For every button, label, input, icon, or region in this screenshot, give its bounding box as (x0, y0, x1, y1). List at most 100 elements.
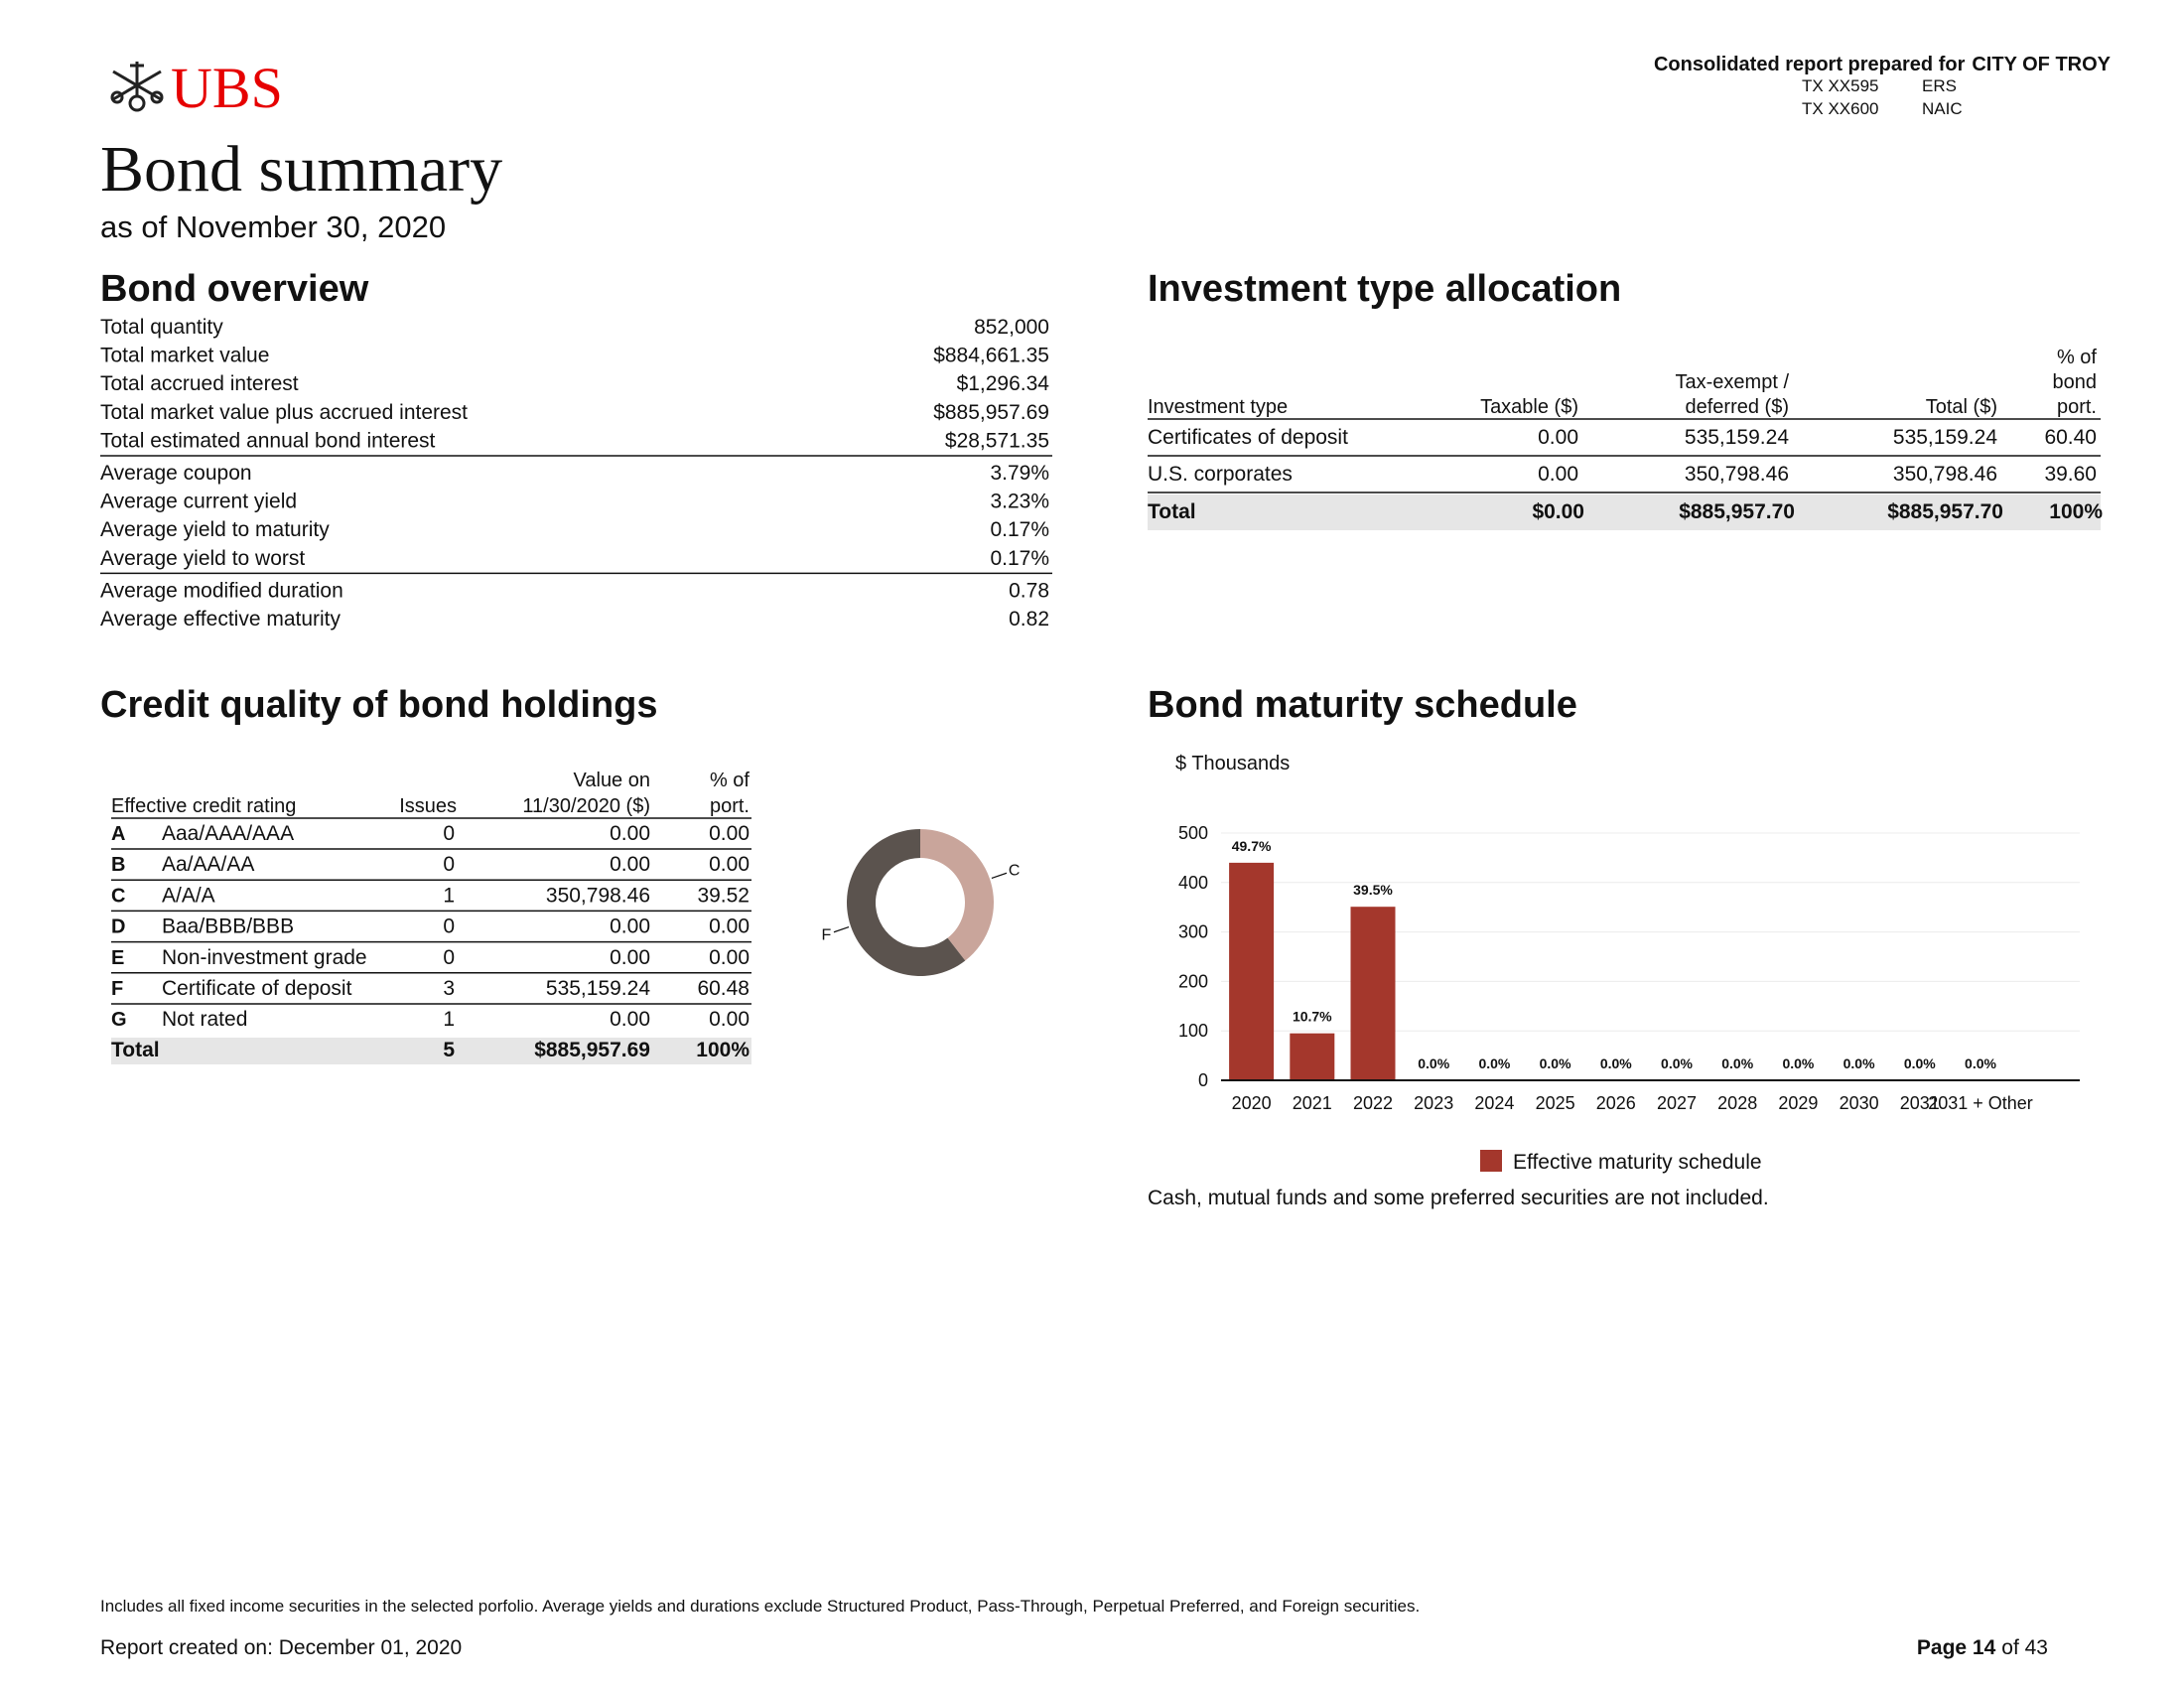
table-cell: 60.40 (2044, 426, 2097, 449)
bar (1350, 907, 1396, 1080)
bar-share-label: 0.0% (1782, 1055, 1814, 1071)
bar-share-label: 49.7% (1232, 838, 1272, 854)
column-header: % of (710, 770, 750, 791)
overview-value: 3.79% (990, 462, 1049, 485)
page-total: of 43 (2001, 1636, 2048, 1659)
total-cell: Total (111, 1039, 160, 1061)
column-header: Issues (399, 795, 457, 817)
total-cell: $0.00 (1532, 500, 1584, 523)
overview-value: $28,571.35 (945, 429, 1049, 452)
overview-label: Total quantity (100, 316, 223, 339)
rating-letter: D (111, 916, 125, 938)
y-tick-label: 500 (1178, 823, 1208, 843)
table-cell: 535,159.24 (546, 977, 650, 1000)
bar-share-label: 0.0% (1540, 1055, 1571, 1071)
column-header: port. (2057, 396, 2097, 418)
report-created: Report created on: December 01, 2020 (100, 1636, 462, 1659)
x-tick-label: 2020 (1232, 1093, 1272, 1113)
x-tick-label: 2026 (1596, 1093, 1636, 1113)
table-cell: 0.00 (610, 915, 650, 938)
logo-text: UBS (171, 56, 283, 120)
overview-value: 0.82 (1009, 608, 1049, 631)
rating-name: Aa/AA/AA (162, 853, 254, 876)
page-current: Page 14 (1917, 1636, 1996, 1659)
column-header: Total ($) (1926, 396, 1997, 418)
overview-value: 852,000 (974, 316, 1049, 339)
column-header: Investment type (1148, 396, 1288, 418)
column-header: bond (2053, 371, 2098, 393)
x-tick-label: 2022 (1353, 1093, 1393, 1113)
rating-name: Not rated (162, 1008, 247, 1031)
chart-note: Cash, mutual funds and some preferred se… (1148, 1187, 1769, 1209)
table-cell: 0 (443, 946, 455, 969)
total-cell: $885,957.70 (1887, 500, 2003, 523)
page-subtitle: as of November 30, 2020 (100, 210, 446, 244)
overview-label: Total market value (100, 345, 269, 367)
overview-label: Average yield to maturity (100, 518, 330, 541)
x-tick-label: 2029 (1778, 1093, 1818, 1113)
rating-name: A/A/A (162, 884, 215, 907)
overview-label: Average modified duration (100, 579, 343, 602)
bar-share-label: 0.0% (1600, 1055, 1632, 1071)
account-number: TX XX595 (1802, 76, 1879, 95)
column-header: Value on (574, 770, 650, 791)
x-tick-label: 2024 (1474, 1093, 1514, 1113)
section-title: Investment type allocation (1148, 268, 1621, 310)
x-tick-label: 2028 (1717, 1093, 1757, 1113)
column-header: Effective credit rating (111, 795, 296, 817)
column-header: deferred ($) (1686, 396, 1790, 418)
table-cell: 0.00 (1538, 463, 1578, 486)
rating-letter: C (111, 885, 125, 907)
overview-value: 0.17% (990, 518, 1049, 541)
x-tick-label: 2021 (1293, 1093, 1332, 1113)
total-cell: 100% (2049, 500, 2103, 523)
bar (1229, 862, 1275, 1080)
y-tick-label: 400 (1178, 873, 1208, 893)
overview-label: Total market value plus accrued interest (100, 401, 468, 424)
table-cell: 60.48 (697, 977, 750, 1000)
rating-letter: B (111, 854, 125, 876)
client-name: CITY OF TROY (1972, 54, 2111, 75)
column-header: port. (710, 795, 750, 817)
logo-keys (110, 62, 164, 112)
table-cell: 0 (443, 915, 455, 938)
table-cell: 350,798.46 (546, 884, 650, 907)
column-header: % of (2057, 347, 2097, 368)
table-cell: 0.00 (610, 946, 650, 969)
table-cell: 1 (443, 884, 455, 907)
donut-slice (847, 829, 966, 977)
table-cell: 0.00 (709, 853, 750, 876)
total-row-bg (1148, 494, 2101, 530)
overview-label: Average current yield (100, 491, 297, 513)
bar-share-label: 0.0% (1721, 1055, 1753, 1071)
table-cell: 0 (443, 853, 455, 876)
account-type: NAIC (1922, 99, 1963, 118)
bar-share-label: 39.5% (1353, 882, 1393, 898)
overview-label: Total estimated annual bond interest (100, 429, 436, 452)
column-header: Tax-exempt / (1676, 371, 1790, 393)
x-tick-label: 2025 (1536, 1093, 1575, 1113)
x-tick-label: 2030 (1840, 1093, 1879, 1113)
section-title: Bond overview (100, 268, 369, 310)
page-title: Bond summary (100, 133, 502, 206)
total-cell: 100% (696, 1039, 750, 1061)
table-cell: 0.00 (709, 946, 750, 969)
x-tick-label: 2031 + Other (1928, 1093, 2033, 1113)
rating-name: Certificate of deposit (162, 977, 352, 1000)
overview-value: $1,296.34 (957, 372, 1050, 395)
table-cell: 39.52 (697, 884, 750, 907)
table-cell: 0 (443, 822, 455, 845)
account-type: ERS (1922, 76, 1957, 95)
donut-slice (920, 829, 995, 961)
bar (1290, 1033, 1335, 1080)
total-cell: $885,957.70 (1679, 500, 1795, 523)
section-title: Bond maturity schedule (1148, 684, 1577, 726)
table-cell: 0.00 (709, 915, 750, 938)
disclaimer: Includes all fixed income securities in … (100, 1597, 1420, 1616)
rating-letter: F (111, 978, 123, 1000)
rating-name: Non-investment grade (162, 946, 367, 969)
rating-name: Baa/BBB/BBB (162, 915, 294, 938)
x-tick-label: 2023 (1414, 1093, 1453, 1113)
table-cell: Certificates of deposit (1148, 426, 1348, 449)
